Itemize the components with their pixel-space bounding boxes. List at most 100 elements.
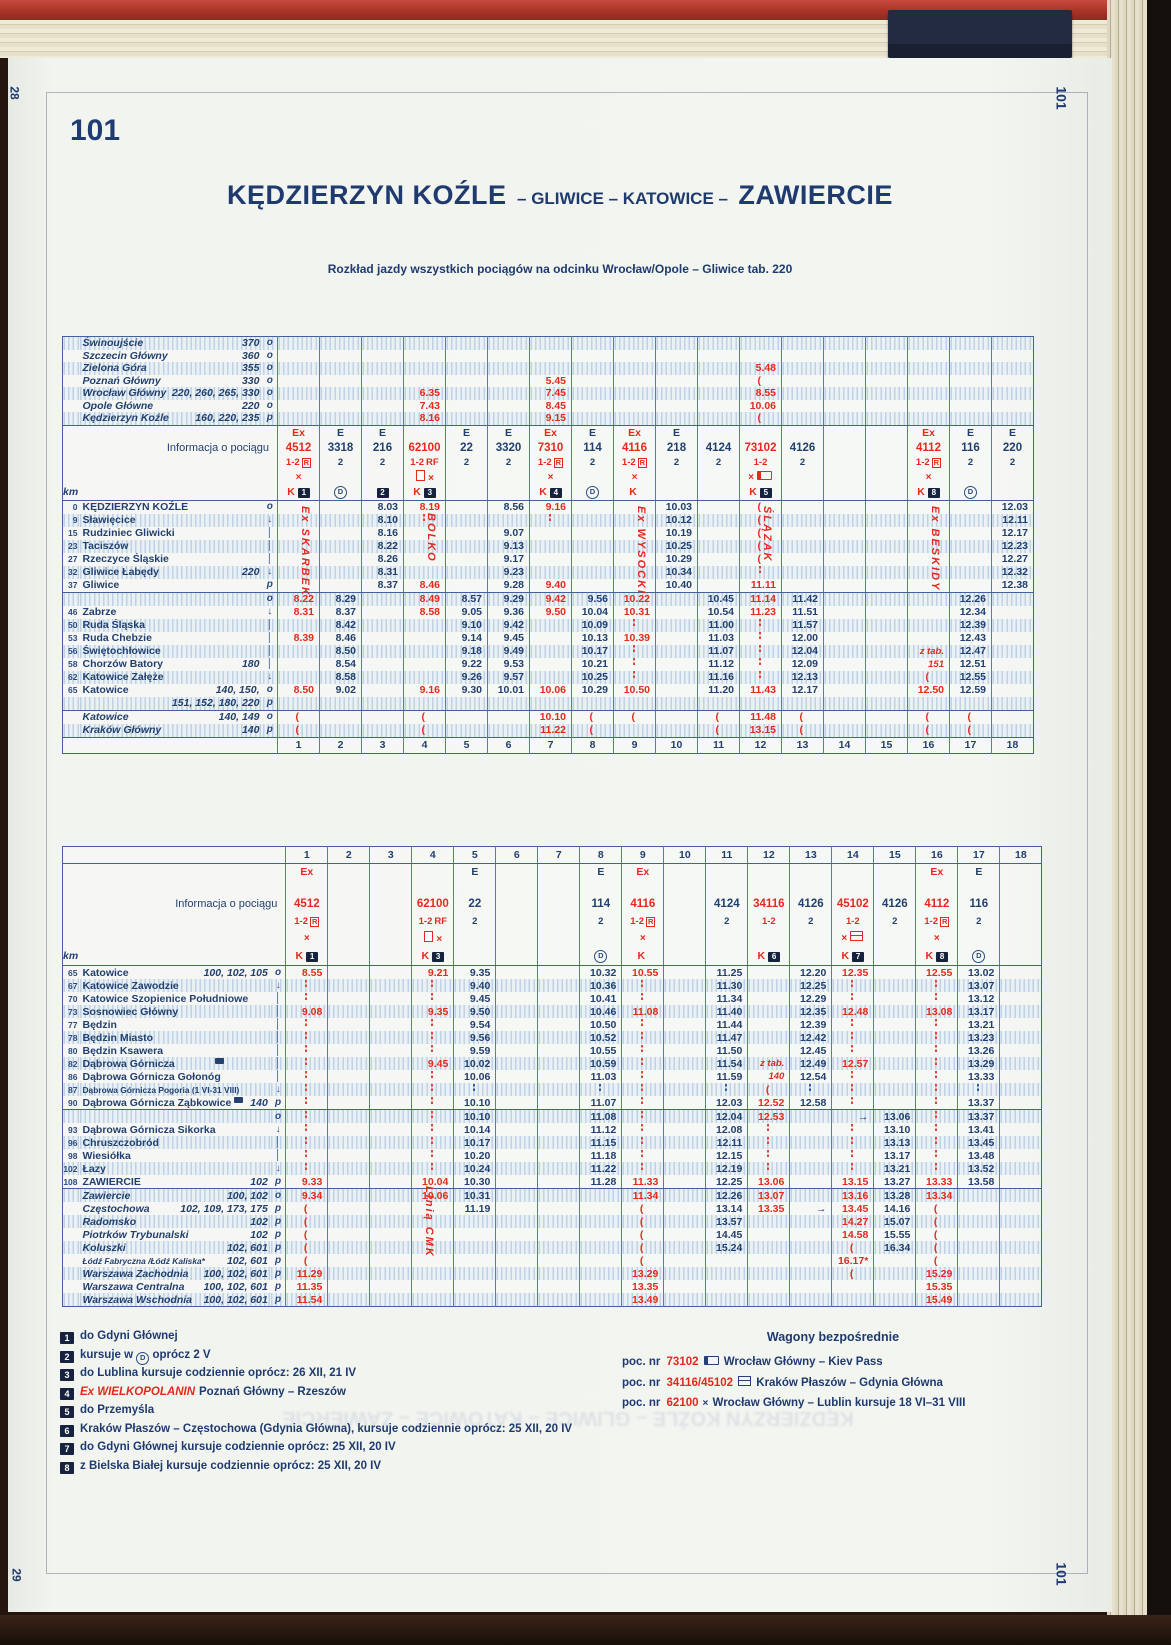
time-value: 12.11: [716, 1136, 743, 1149]
table-refs: 102, 109, 173, 175: [180, 1202, 268, 1215]
pass-through-mark: [305, 1123, 308, 1133]
time-value: 10.52: [590, 1031, 617, 1044]
time-cell: [613, 362, 656, 375]
title-origin: KĘDZIERZYN KOŹLE: [227, 180, 507, 210]
time-value: 11.07: [708, 645, 734, 657]
train-class: 2: [873, 914, 916, 929]
time-value: 9.08: [301, 1005, 323, 1018]
time-cell: →: [789, 1202, 832, 1215]
time-value: 10.12: [665, 514, 692, 526]
train-icons: [571, 469, 614, 485]
time-cell: [865, 592, 908, 606]
column-number: 16: [907, 736, 950, 753]
time-cell: [991, 644, 1034, 658]
time-cell: (: [621, 1202, 664, 1215]
time-cell: [319, 578, 362, 593]
time-cell: [873, 1254, 916, 1267]
pass-through-mark: [431, 1110, 434, 1120]
time-cell: (: [739, 539, 782, 553]
time-value: 8.22: [377, 540, 398, 552]
time-cell: 10.10: [453, 1109, 496, 1123]
arrival-departure-mark: │: [262, 539, 278, 553]
station-name: Będzin: [82, 1018, 117, 1031]
time-cell: 12.59: [949, 683, 992, 697]
time-cell: 9.28: [487, 578, 530, 593]
class-text: 2: [463, 457, 470, 468]
time-cell: 12.42: [789, 1031, 832, 1044]
footnote-box: 3: [432, 952, 445, 962]
footnote-box: 1: [297, 488, 310, 498]
time-cell: 8.46: [403, 578, 446, 593]
time-cell: [747, 1031, 790, 1044]
station-cell: Warszawa Wschodnia 100, 102, 601: [79, 1293, 271, 1307]
class-text: 2: [673, 457, 680, 468]
train-number: 62100: [411, 894, 454, 914]
circled-day-mark: D: [586, 486, 599, 499]
time-cell: [705, 1293, 748, 1307]
time-cell: [621, 1057, 664, 1070]
pass-through-mark: [431, 1044, 434, 1054]
time-cell: [907, 565, 950, 579]
feeder-station: Zielona Góra 355: [79, 362, 263, 375]
time-cell: [789, 1123, 832, 1136]
no-stop-mark: (: [639, 1215, 644, 1228]
train-category: [747, 863, 790, 880]
time-cell: 10.24: [453, 1162, 496, 1175]
train-footnote-marks: [487, 484, 530, 501]
table-refs: [264, 1150, 271, 1162]
train-number: 4124: [697, 439, 740, 457]
time-value: 11.03: [708, 632, 734, 644]
time-cell: [621, 992, 664, 1005]
train-icons: [873, 929, 916, 947]
station-cell: Zawiercie 100, 102: [79, 1188, 271, 1202]
spacer: [789, 880, 832, 894]
station-cell: Katowice 140, 150,: [80, 684, 263, 697]
time-cell: [747, 1228, 790, 1241]
time-cell: 13.41: [957, 1123, 1000, 1136]
time-cell: [873, 1096, 916, 1110]
time-cell: [327, 1096, 370, 1110]
time-value: 9.26: [461, 671, 482, 683]
time-cell: 12.39: [949, 618, 992, 632]
time-cell: [529, 670, 572, 684]
time-cell: (: [697, 723, 740, 737]
column-number: 3: [361, 736, 404, 753]
km-cell: 65: [68, 967, 78, 978]
table-refs: 330: [241, 374, 260, 387]
time-value: 9.02: [335, 684, 356, 696]
pass-through-mark: [851, 1096, 854, 1106]
time-value: 8.16: [419, 412, 440, 425]
time-value: 13.27: [884, 1175, 911, 1188]
time-cell: (: [621, 1241, 664, 1254]
lower-timetable-table: 1 2 3 4 5 6 7 8 9 10 11 12 13 14 15 16 17 18 Ex E E Ex Ex E Info…: [62, 846, 1043, 1307]
train-class: 2: [361, 456, 404, 470]
train-number: 22: [445, 439, 488, 457]
time-cell: [537, 1083, 580, 1096]
time-cell: [453, 1254, 496, 1267]
time-cell: [361, 683, 404, 697]
time-cell: [361, 399, 404, 412]
time-cell: [403, 374, 446, 387]
time-cell: 10.31: [613, 605, 656, 619]
km-cell: 50: [62, 618, 80, 632]
time-cell: 11.11: [739, 578, 782, 593]
time-cell: 11.48: [739, 710, 782, 724]
train-number: 4126: [873, 894, 916, 914]
time-cell: [411, 992, 454, 1005]
train-class: 1-2 R: [285, 914, 328, 929]
time-cell: [907, 605, 950, 619]
time-cell: [865, 696, 908, 711]
train-icons: ×: [739, 469, 782, 485]
time-cell: [697, 399, 740, 412]
time-cell: 10.30: [453, 1175, 496, 1189]
time-cell: [277, 670, 320, 684]
time-value: 12.25: [800, 979, 827, 992]
time-cell: [949, 500, 992, 514]
time-cell: [369, 992, 412, 1005]
time-value: 11.28: [590, 1175, 617, 1188]
pass-through-mark: [935, 1096, 938, 1106]
time-cell: [781, 362, 824, 375]
time-cell: [369, 1057, 412, 1070]
station-cell: Sosnowiec Główny: [79, 1005, 271, 1018]
time-cell: [445, 696, 488, 711]
